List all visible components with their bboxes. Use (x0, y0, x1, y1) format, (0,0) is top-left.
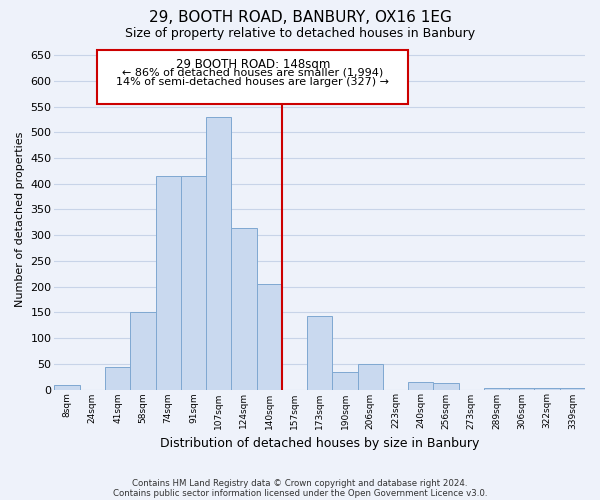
Bar (155, 176, 181, 390)
Bar (332, 372, 358, 390)
Bar (433, 383, 458, 390)
Bar (105, 367, 130, 390)
Bar (408, 382, 433, 390)
Bar (307, 316, 332, 390)
Bar (206, 117, 232, 390)
Bar (257, 284, 282, 390)
Text: Size of property relative to detached houses in Banbury: Size of property relative to detached ho… (125, 28, 475, 40)
Bar (509, 388, 535, 390)
Bar (484, 388, 509, 390)
Text: 29 BOOTH ROAD: 148sqm: 29 BOOTH ROAD: 148sqm (176, 58, 330, 70)
X-axis label: Distribution of detached houses by size in Banbury: Distribution of detached houses by size … (160, 437, 479, 450)
Text: 29, BOOTH ROAD, BANBURY, OX16 1EG: 29, BOOTH ROAD, BANBURY, OX16 1EG (149, 10, 451, 25)
Text: Contains public sector information licensed under the Open Government Licence v3: Contains public sector information licen… (113, 488, 487, 498)
Bar (535, 388, 560, 390)
Bar (560, 388, 585, 390)
Bar (55, 386, 80, 390)
Y-axis label: Number of detached properties: Number of detached properties (15, 132, 25, 308)
Bar (181, 176, 206, 390)
Text: Contains HM Land Registry data © Crown copyright and database right 2024.: Contains HM Land Registry data © Crown c… (132, 478, 468, 488)
Text: 14% of semi-detached houses are larger (327) →: 14% of semi-detached houses are larger (… (116, 78, 389, 88)
Bar (232, 228, 257, 390)
FancyBboxPatch shape (97, 50, 408, 104)
Text: ← 86% of detached houses are smaller (1,994): ← 86% of detached houses are smaller (1,… (122, 68, 383, 78)
Bar (358, 364, 383, 390)
Bar (130, 312, 155, 390)
